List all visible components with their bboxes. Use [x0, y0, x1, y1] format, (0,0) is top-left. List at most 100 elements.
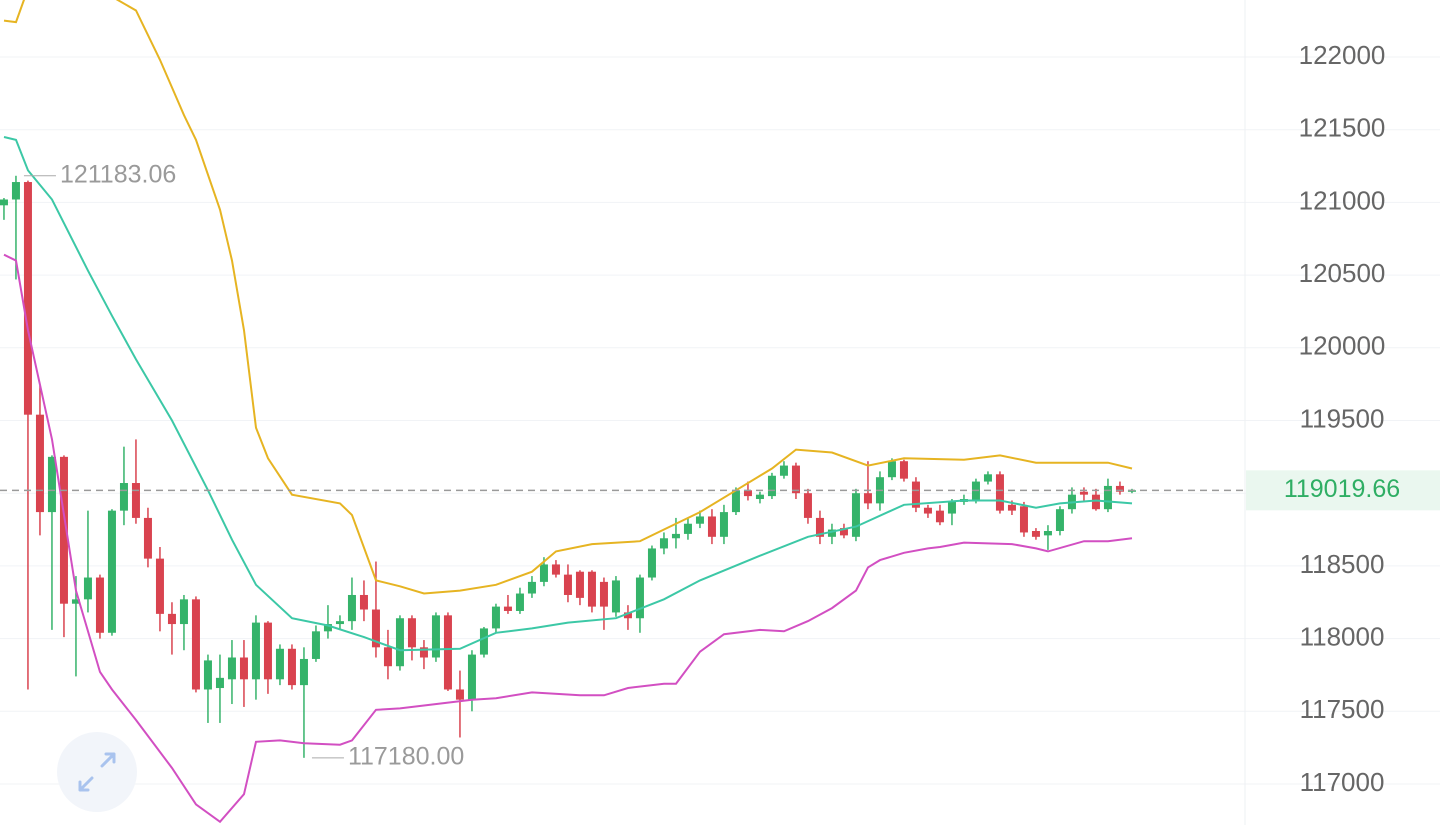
candle-body	[287, 648, 296, 686]
candle-body	[791, 465, 800, 494]
candle-body	[527, 581, 536, 594]
candle-body	[551, 564, 560, 575]
candle-body	[731, 490, 740, 513]
candle-body	[467, 654, 476, 700]
y-tick-label: 119500	[1300, 403, 1385, 433]
candle-body	[311, 631, 320, 659]
candle-body	[671, 533, 680, 539]
candle-body	[239, 657, 248, 680]
expand-button[interactable]	[57, 732, 137, 812]
y-tick-label: 121500	[1299, 113, 1386, 143]
candle-body	[707, 516, 716, 537]
candle-body	[11, 182, 20, 200]
candle-body	[827, 529, 836, 537]
y-tick-label: 122000	[1299, 40, 1386, 70]
candle-body	[359, 594, 368, 610]
candle-body	[803, 493, 812, 518]
candle-body	[515, 593, 524, 611]
candle-body	[1055, 509, 1064, 532]
candle-body	[395, 618, 404, 667]
candle-body	[119, 483, 128, 511]
candle-body	[563, 574, 572, 595]
candle-body	[635, 577, 644, 619]
candle-body	[191, 599, 200, 690]
high-label: 121183.06	[60, 160, 176, 188]
candle-body	[743, 490, 752, 497]
y-tick-label: 121000	[1299, 185, 1386, 215]
candle-body	[431, 615, 440, 658]
last-price-badge	[1246, 470, 1440, 511]
candle-body	[1007, 504, 1016, 511]
candle-body	[479, 628, 488, 655]
candle-body	[179, 599, 188, 625]
low-label: 117180.00	[348, 742, 464, 770]
candle-body	[983, 474, 992, 482]
candle-body	[383, 647, 392, 667]
candle-body	[587, 571, 596, 607]
candle-body	[227, 657, 236, 680]
candle-body	[779, 465, 788, 476]
y-tick-label: 118000	[1300, 621, 1385, 651]
candle-body	[83, 577, 92, 600]
candle-body	[923, 507, 932, 514]
candle-body	[323, 624, 332, 632]
candle-body	[263, 622, 272, 680]
y-tick-label: 117000	[1300, 767, 1385, 797]
last-price-label: 119019.66	[1284, 475, 1400, 503]
candle-body	[887, 461, 896, 478]
candle-body	[839, 528, 848, 536]
candle-body	[0, 199, 8, 206]
candle-body	[755, 494, 764, 500]
candle-body	[131, 483, 140, 518]
candle-body	[203, 660, 212, 690]
candle-body	[503, 606, 512, 611]
candle-body	[815, 517, 824, 537]
candle-body	[371, 609, 380, 648]
candle-body	[215, 677, 224, 689]
candle-body	[647, 548, 656, 578]
candle-body	[71, 599, 80, 604]
candle-body	[23, 182, 32, 415]
y-tick-label: 117500	[1300, 694, 1385, 724]
candle-body	[1115, 485, 1124, 492]
grid	[0, 56, 1440, 785]
candle-body	[659, 538, 668, 549]
plot-area	[0, 0, 1245, 824]
candle-body	[491, 606, 500, 629]
candle-body	[35, 414, 44, 513]
candle-body	[335, 621, 344, 625]
y-tick-label: 120000	[1299, 331, 1386, 361]
y-tick-label: 120500	[1299, 258, 1386, 288]
candle-body	[995, 474, 1004, 511]
candle-body	[347, 594, 356, 622]
candle-body	[419, 647, 428, 658]
candle-body	[95, 577, 104, 633]
candle-body	[599, 581, 608, 607]
candle-body	[1043, 531, 1052, 536]
candle-body	[167, 613, 176, 625]
candle-body	[683, 523, 692, 534]
candle-body	[107, 510, 116, 633]
candle-body	[695, 516, 704, 524]
candle-body	[59, 456, 68, 604]
candle-body	[251, 622, 260, 680]
candle-body	[899, 461, 908, 479]
candle-body	[1019, 506, 1028, 533]
candle-body	[47, 456, 56, 513]
candle-body	[455, 689, 464, 700]
candle-body	[851, 493, 860, 537]
band-line	[3, 253, 1133, 824]
candle-body	[863, 493, 872, 504]
candle-body	[623, 612, 632, 619]
candle-body	[539, 564, 548, 582]
candle-body	[719, 512, 728, 537]
candle-body	[1103, 485, 1112, 510]
band-line	[3, 136, 1133, 652]
overlay: 1170001175001180001185001190001195001200…	[23, 40, 1440, 797]
candle-body	[155, 558, 164, 614]
candle-body	[1031, 531, 1040, 537]
candle-body	[443, 615, 452, 690]
candle-body	[575, 571, 584, 598]
band-line	[3, 0, 1133, 595]
candle-body	[299, 658, 308, 686]
